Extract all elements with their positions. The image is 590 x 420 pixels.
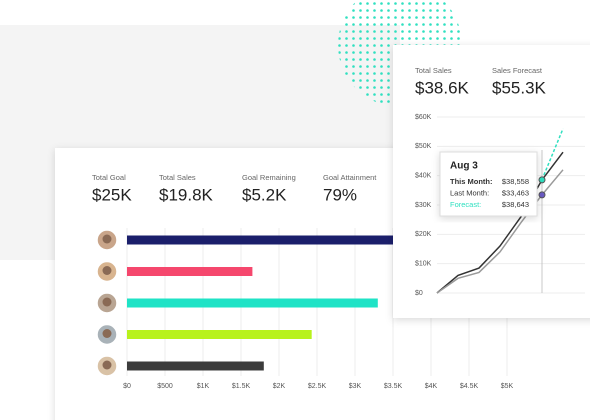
y-tick-label: $40K — [415, 173, 432, 180]
x-tick-label: $2.5K — [308, 383, 327, 390]
avatar-head — [102, 234, 112, 244]
point — [538, 191, 546, 199]
bar — [127, 298, 378, 308]
tooltip — [439, 151, 538, 217]
x-tick-label: $1.5K — [232, 383, 251, 390]
tooltip-title: Aug 3 — [450, 161, 478, 172]
stat-value: $5.2K — [242, 185, 287, 204]
stat-label: Goal Attainment — [323, 173, 377, 182]
tooltip-label: Last Month: — [450, 188, 489, 197]
tooltip-label: This Month: — [450, 177, 493, 186]
x-tick-label: $1K — [197, 383, 210, 390]
stat-label: Goal Remaining — [242, 173, 296, 182]
x-tick-label: $3K — [349, 383, 362, 390]
x-tick-label: $3.5K — [384, 383, 403, 390]
tooltip-label: Forecast: — [450, 200, 481, 209]
stat-label: Total Goal — [92, 173, 126, 182]
x-tick-label: $0 — [123, 383, 131, 390]
tooltip-value: $38,643 — [502, 200, 529, 209]
bar — [127, 361, 264, 371]
goal-card: Total Goal $25K Total Sales $19.8K Goal Rema… — [55, 148, 590, 420]
y-tick-label: $10K — [415, 261, 432, 268]
stat-value: $38.6K — [415, 78, 470, 97]
series-line — [541, 128, 564, 180]
y-tick-label: $20K — [415, 231, 432, 238]
stat-value: $25K — [92, 185, 132, 204]
x-tick-label: $500 — [157, 383, 173, 390]
avatar-head — [102, 266, 112, 275]
y-tick-label: $50K — [415, 143, 432, 150]
bar — [127, 267, 253, 276]
stat-value: $19.8K — [159, 185, 214, 204]
bar — [127, 330, 312, 339]
tooltip-value: $33,463 — [502, 188, 529, 197]
stat-label: Total Sales — [415, 66, 452, 75]
x-tick-label: $2K — [273, 383, 286, 390]
bar — [127, 235, 401, 245]
avatar-head — [102, 329, 112, 338]
y-tick-label: $60K — [415, 114, 432, 121]
x-tick-label: $4.5K — [460, 383, 479, 390]
stat-value: 79% — [323, 185, 357, 204]
point — [538, 176, 546, 184]
y-tick-label: $30K — [415, 202, 432, 209]
stat-label: Total Sales — [159, 173, 196, 182]
stat-value: $55.3K — [492, 78, 547, 97]
forecast-card: Total Sales $38.6K Sales Forecast $55.3K $0 $… — [393, 45, 590, 318]
stat-label: Sales Forecast — [492, 66, 543, 75]
x-tick-label: $5K — [501, 383, 514, 390]
tooltip-value: $38,558 — [502, 177, 529, 186]
avatar-head — [102, 297, 112, 307]
y-tick-label: $0 — [415, 290, 423, 297]
avatar-head — [102, 360, 112, 370]
x-tick-label: $4K — [425, 383, 438, 390]
